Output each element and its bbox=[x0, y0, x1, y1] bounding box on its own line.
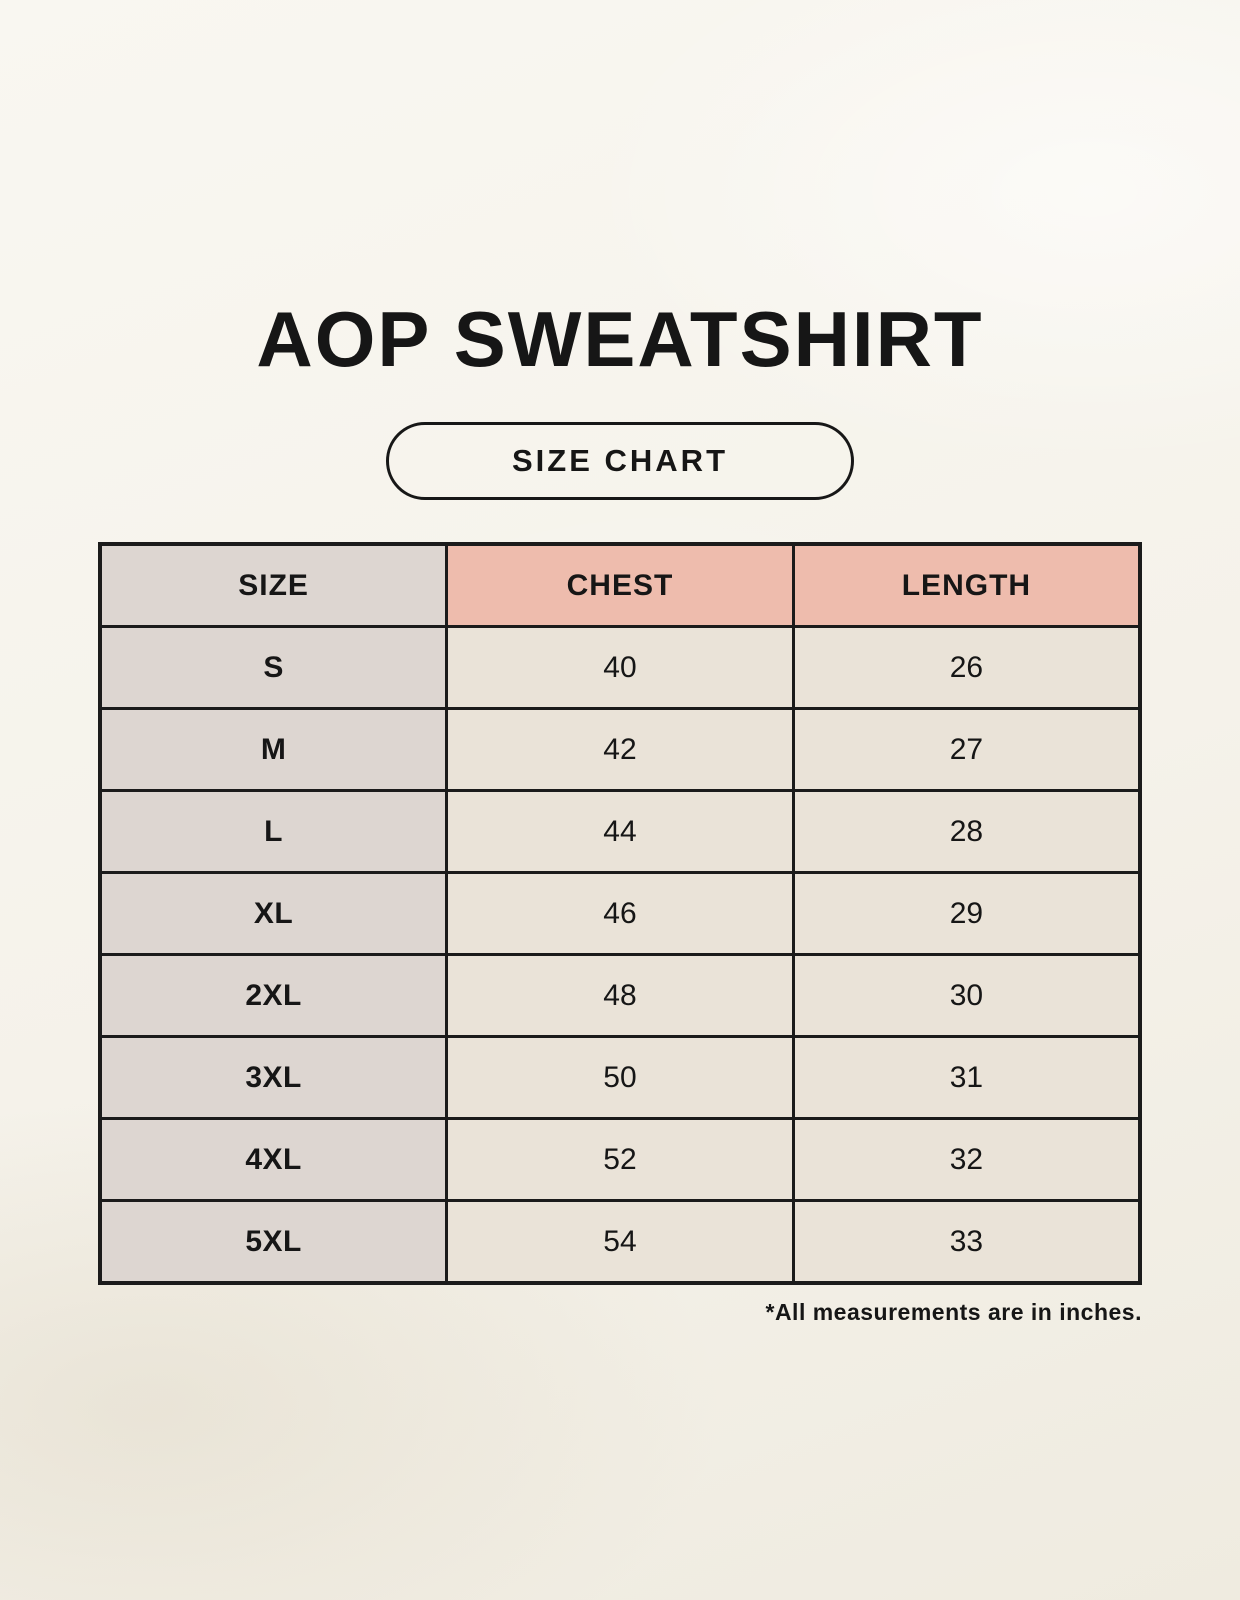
chest-value: 44 bbox=[445, 789, 795, 874]
chest-value: 42 bbox=[445, 707, 795, 792]
size-label: M bbox=[98, 707, 449, 792]
length-value: 33 bbox=[791, 1199, 1142, 1285]
column-header-length: LENGTH bbox=[791, 542, 1142, 628]
table-row: 4XL 52 32 bbox=[98, 1117, 1142, 1202]
table-row: L 44 28 bbox=[98, 789, 1142, 874]
measurement-footnote: *All measurements are in inches. bbox=[765, 1299, 1142, 1325]
column-header-size: SIZE bbox=[98, 542, 449, 628]
table-row: M 42 27 bbox=[98, 707, 1142, 792]
table-row: 5XL 54 33 bbox=[98, 1199, 1142, 1285]
size-chart-badge-label: SIZE CHART bbox=[512, 443, 728, 478]
size-label: 3XL bbox=[98, 1035, 449, 1120]
chest-value: 46 bbox=[445, 871, 795, 956]
table-row: 3XL 50 31 bbox=[98, 1035, 1142, 1120]
chest-value: 54 bbox=[445, 1199, 795, 1285]
length-value: 28 bbox=[791, 789, 1142, 874]
column-header-chest: CHEST bbox=[445, 542, 795, 628]
size-table: SIZE CHEST LENGTH S 40 26 M 42 27 L 44 2… bbox=[98, 542, 1142, 1285]
page-title: AOP SWEATSHIRT bbox=[256, 295, 984, 383]
size-label: 2XL bbox=[98, 953, 449, 1038]
length-value: 27 bbox=[791, 707, 1142, 792]
length-value: 30 bbox=[791, 953, 1142, 1038]
size-chart-badge: SIZE CHART bbox=[386, 422, 854, 500]
size-label: S bbox=[98, 625, 449, 710]
chest-value: 50 bbox=[445, 1035, 795, 1120]
length-value: 31 bbox=[791, 1035, 1142, 1120]
size-label: 4XL bbox=[98, 1117, 449, 1202]
size-label: L bbox=[98, 789, 449, 874]
length-value: 29 bbox=[791, 871, 1142, 956]
table-row: S 40 26 bbox=[98, 625, 1142, 710]
length-value: 26 bbox=[791, 625, 1142, 710]
table-row: 2XL 48 30 bbox=[98, 953, 1142, 1038]
chest-value: 48 bbox=[445, 953, 795, 1038]
size-label: 5XL bbox=[98, 1199, 449, 1285]
table-row: XL 46 29 bbox=[98, 871, 1142, 956]
chest-value: 40 bbox=[445, 625, 795, 710]
chest-value: 52 bbox=[445, 1117, 795, 1202]
size-label: XL bbox=[98, 871, 449, 956]
length-value: 32 bbox=[791, 1117, 1142, 1202]
table-header-row: SIZE CHEST LENGTH bbox=[98, 542, 1142, 628]
